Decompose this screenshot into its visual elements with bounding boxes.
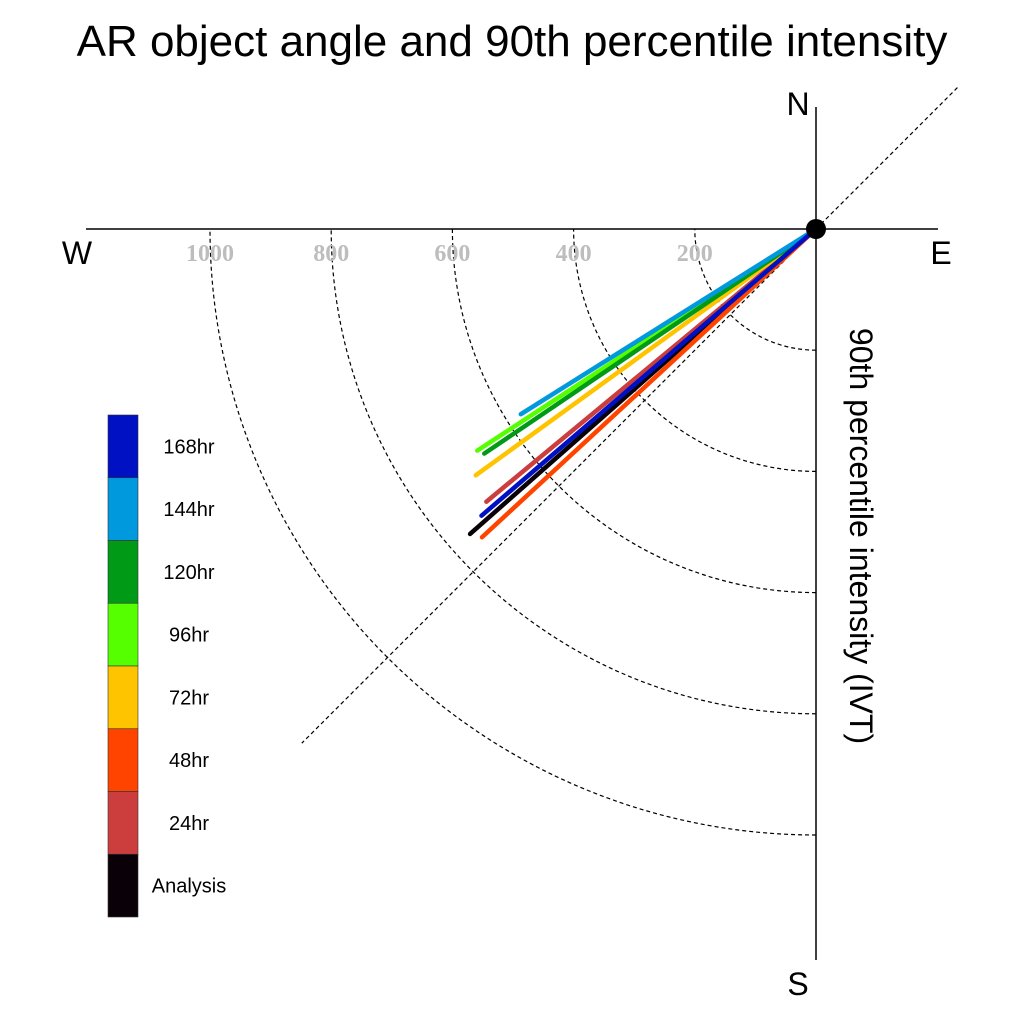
series-line	[482, 226, 819, 456]
tick-label: 200	[677, 241, 713, 267]
legend-swatch	[107, 414, 139, 479]
chart-title: AR object angle and 90th percentile inte…	[77, 17, 948, 66]
tick-label: 400	[556, 241, 592, 267]
legend-swatch	[107, 602, 139, 667]
series-lines	[467, 226, 819, 540]
compass-north: N	[786, 86, 809, 122]
legend-label: 48hr	[169, 750, 209, 772]
compass-south: S	[787, 966, 808, 1002]
tick-label: 600	[434, 241, 470, 267]
legend-swatch	[107, 791, 139, 855]
grid-arc	[330, 228, 817, 715]
radial-axis-label: 90th percentile intensity (IVT)	[843, 328, 879, 744]
legend-swatch	[107, 728, 139, 792]
tick-label: 1000	[186, 241, 234, 267]
diagonal-reference-line	[301, 87, 958, 744]
legend-swatch	[107, 853, 139, 918]
origin-point	[806, 219, 826, 239]
series-line	[479, 226, 819, 518]
legend-label: 24hr	[169, 813, 209, 835]
legend: 168hr 144hr 120hr 96hr 72hr 48hr 24hr Analysis	[107, 414, 226, 918]
compass-axes	[86, 107, 938, 960]
legend-label: 72hr	[169, 687, 209, 709]
legend-label: 144hr	[163, 499, 214, 521]
compass-east: E	[930, 235, 951, 271]
grid-arc	[209, 228, 817, 836]
legend-label: 96hr	[169, 625, 209, 647]
radial-tick-labels: 200 400 600 800 1000	[186, 241, 713, 267]
series-line	[518, 226, 819, 417]
series-line	[479, 226, 819, 540]
legend-swatch	[107, 665, 139, 730]
grid-arcs	[209, 87, 958, 836]
grid-arc	[694, 228, 817, 351]
grid-arc	[451, 228, 817, 594]
legend-label: 120hr	[163, 562, 214, 584]
legend-swatch	[107, 540, 139, 604]
tick-label: 800	[313, 241, 349, 267]
legend-swatch	[107, 477, 139, 541]
compass-west: W	[62, 235, 93, 271]
legend-label: Analysis	[152, 876, 226, 898]
legend-label: 168hr	[163, 436, 214, 458]
